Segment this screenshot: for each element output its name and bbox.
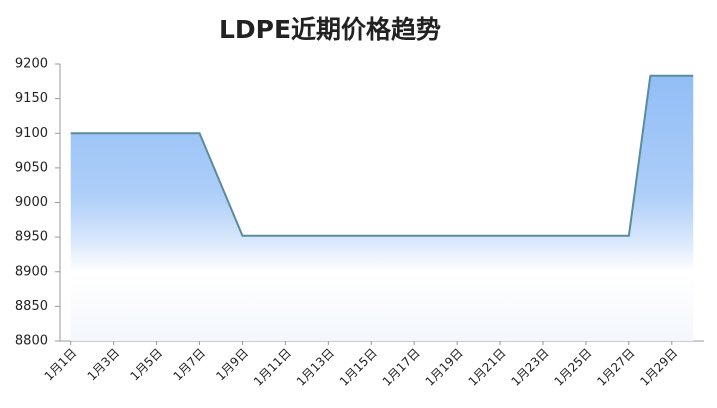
- y-tick-label: 9200: [15, 57, 48, 72]
- x-tick-label: 1月29日: [637, 346, 680, 389]
- x-tick-label: 1月25日: [551, 346, 594, 389]
- x-tick-label: 1月27日: [594, 346, 637, 389]
- x-tick-label: 1月21日: [466, 346, 509, 389]
- y-tick-label: 8900: [15, 264, 48, 279]
- x-tick-label: 1月5日: [128, 346, 166, 384]
- x-tick-label: 1月9日: [213, 346, 251, 384]
- y-tick-label: 9050: [15, 160, 48, 175]
- x-tick-label: 1月1日: [42, 346, 80, 384]
- x-tick-label: 1月19日: [423, 346, 466, 389]
- y-tick-label: 9100: [15, 126, 48, 141]
- y-tick-label: 9150: [15, 91, 48, 106]
- y-tick-label: 8950: [15, 230, 48, 245]
- line: [70, 74, 694, 237]
- y-tick-label: 8800: [15, 334, 48, 349]
- x-tick-label: 1月7日: [170, 346, 208, 384]
- x-tick-label: 1月11日: [251, 346, 294, 389]
- x-tick-label: 1月3日: [85, 346, 123, 384]
- x-tick-label: 1月13日: [294, 346, 337, 389]
- x-tick-label: 1月15日: [337, 346, 380, 389]
- area: [70, 75, 694, 342]
- x-tick-label: 1月23日: [509, 346, 552, 389]
- x-tick-label: 1月17日: [380, 346, 423, 389]
- y-tick-label: 9000: [15, 195, 48, 210]
- chart-title: LDPE近期价格趋势: [219, 15, 441, 44]
- y-tick-label: 8850: [15, 299, 48, 314]
